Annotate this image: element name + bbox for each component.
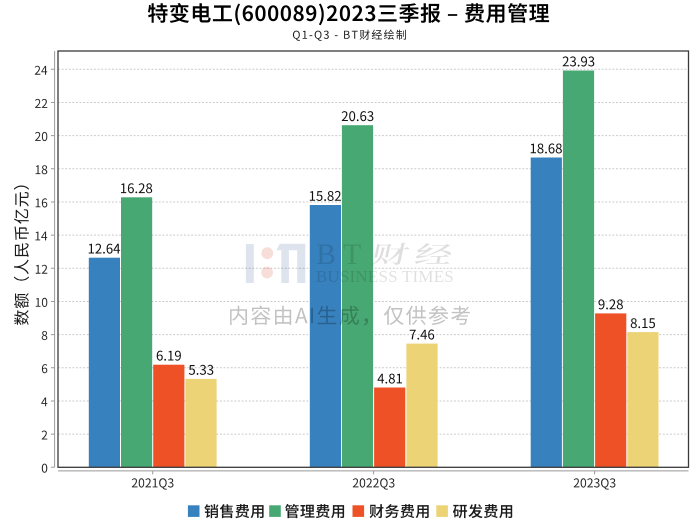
svg-text:B: B [316, 239, 336, 271]
svg-text:T: T [343, 239, 361, 271]
svg-text:BUSINESS TIMES: BUSINESS TIMES [316, 267, 454, 286]
